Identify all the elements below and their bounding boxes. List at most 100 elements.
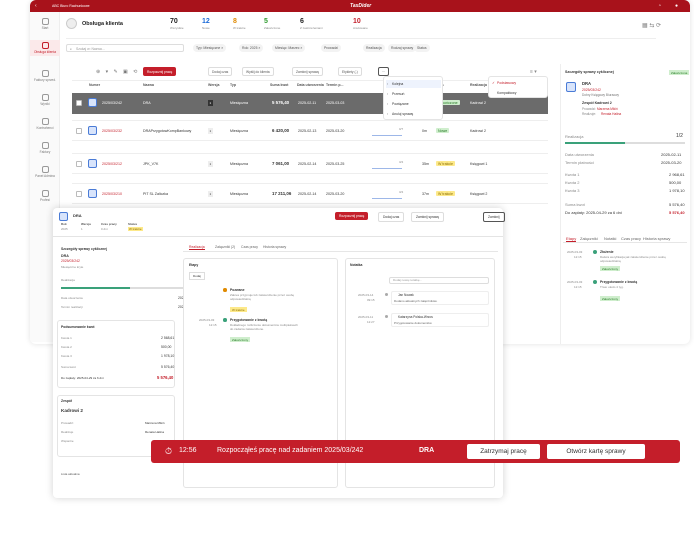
note-text: Przygotowanie dokumentów. — [394, 321, 433, 325]
menu-item-label: Anuluj sprawę — [392, 112, 414, 116]
sidebar-item-7[interactable]: Profesi — [30, 188, 60, 204]
detail-close-button[interactable]: Zamknij — [483, 212, 505, 222]
case-number[interactable]: 2025/03/210 — [102, 192, 122, 196]
panel-tab[interactable]: Historia sprawy — [643, 236, 671, 241]
close-case-button[interactable]: Zamknij sprawę — [292, 67, 324, 76]
table-row[interactable]: 2025/03/232 DRAPrzygotowKompBankowy 1 Miesi… — [72, 120, 548, 141]
send-to-client-button[interactable]: Wyślij do klienta — [242, 67, 274, 76]
column-header[interactable]: Typ — [230, 83, 236, 87]
note-input[interactable] — [389, 277, 489, 284]
stat-0[interactable]: 70 Wszystkie — [170, 18, 184, 30]
filter-chip[interactable]: Typ: Miesięczne × — [193, 44, 227, 52]
detail-add-time-button[interactable]: Dodaj czas — [378, 212, 405, 222]
version-badge: 1 — [208, 128, 213, 134]
more-button[interactable]: ··· — [378, 67, 390, 76]
meta-value: 0 dni — [101, 227, 108, 231]
back-icon[interactable]: ‹ — [35, 3, 37, 9]
sidebar-item-4[interactable]: Kontrahenci — [30, 116, 60, 132]
table-row[interactable]: 2025/03/210 PIT SL Zaliczka 1 Miesięczna 17 … — [72, 183, 548, 204]
column-header[interactable]: Suma kwot — [270, 83, 289, 87]
amount-label: Kwota 3 — [61, 354, 72, 358]
panel-leader: Marzena Mikiń — [597, 107, 618, 111]
column-header[interactable]: Wersja — [208, 83, 220, 87]
case-number[interactable]: 2025/03/242 — [102, 101, 122, 105]
start-work-button[interactable]: Rozpocznij pracę — [143, 67, 177, 76]
timeline-tag: Zakończony — [600, 296, 621, 301]
column-header[interactable]: Data utworzenia — [297, 83, 324, 87]
toolbar-icons[interactable]: ⊕ ▾ ✎ ▣ ⟲ — [96, 69, 140, 75]
sidebar-icon — [41, 166, 49, 173]
stat-3[interactable]: 5 Zakończone — [264, 18, 280, 30]
tags-button[interactable]: Etykiety (-) — [338, 67, 362, 76]
timeline-date: 2025-03-03 — [567, 280, 583, 284]
filter-chip[interactable]: Miesiąc: Marzec × — [272, 44, 306, 52]
bell-icon[interactable]: ◔ — [658, 3, 662, 9]
sidebar-item-1[interactable]: Obsługa klienta — [30, 40, 60, 56]
filter-chip[interactable]: Prowadzi — [321, 44, 341, 52]
timeline-time: 12:15 — [574, 255, 582, 259]
more-menu-item[interactable]: ▫ Anuluj sprawę — [386, 110, 441, 118]
sidebar-item-6[interactable]: Panel Admina — [30, 164, 60, 180]
view-menu-item[interactable]: ✓ Podstawowy — [491, 79, 546, 87]
panel-tab[interactable]: Załączniki — [580, 236, 598, 241]
detail-start-button[interactable]: Rozpocznij pracę — [335, 212, 369, 220]
sidebar-item-3[interactable]: Wyniki — [30, 92, 60, 108]
open-case-card-button[interactable]: Otwórz kartę sprawy — [547, 444, 645, 459]
avatar-icon[interactable]: ● — [675, 3, 679, 9]
panel-tab[interactable]: Notatki — [604, 236, 617, 241]
stop-work-button[interactable]: Zatrzymaj pracę — [467, 444, 540, 459]
row-checkbox[interactable] — [76, 191, 82, 197]
detail-progress-fill — [61, 287, 130, 289]
stat-1[interactable]: 12 Nowe — [202, 18, 210, 30]
more-menu-item[interactable]: ▫ Kolejna — [386, 80, 441, 88]
column-header[interactable]: Termin p... — [326, 83, 344, 87]
amount-title: Podsumowanie kwot — [61, 325, 95, 329]
panel-progress-track — [565, 142, 685, 144]
panel-tab[interactable]: Etapy — [566, 236, 577, 242]
detail-tab[interactable]: Historia sprawy — [263, 245, 287, 249]
menu-item-label: Podstawowy — [497, 81, 517, 85]
column-header[interactable]: Realizacja — [470, 83, 487, 87]
more-menu-item[interactable]: ▫ Powiązane — [386, 100, 441, 108]
detail-close-case-button[interactable]: Zamknij sprawę — [411, 212, 445, 222]
table-row[interactable]: 2025/03/212 JPK_V7K 1 Miesięczna 7 061,00 202… — [72, 153, 548, 174]
add-time-button[interactable]: Dodaj czas — [208, 67, 233, 76]
detail-tab[interactable]: Realizacja — [189, 245, 205, 250]
case-sum: 5 576,40 — [272, 100, 290, 105]
filter-chip[interactable]: Rodzaj sprawy — [388, 44, 417, 52]
stages-add-button[interactable]: Dodaj — [189, 272, 205, 280]
detail-tab[interactable]: Załączniki (2) — [215, 245, 236, 249]
sidebar-item-5[interactable]: Faktury — [30, 140, 60, 156]
sidebar-item-label: Start — [41, 26, 49, 30]
sidebar-item-0[interactable]: Start — [30, 16, 60, 32]
view-menu-item[interactable]: Kompaktowy — [491, 89, 546, 97]
stage-desc: Dokładnego rozliczenie dokumentów multip… — [230, 323, 298, 331]
row-checkbox[interactable] — [76, 161, 82, 167]
column-header[interactable]: Nazwa — [143, 83, 154, 87]
filter-chip[interactable]: Realizacja — [363, 44, 385, 52]
team-label: Realizuje — [61, 430, 74, 434]
detail-tab[interactable]: Czas pracy — [241, 245, 258, 249]
search-input[interactable]: ⌕ Szukaj w: Nazwa... — [66, 44, 184, 52]
case-number[interactable]: 2025/03/212 — [102, 162, 122, 166]
grid-icon[interactable]: ▦ ⇆ ⟳ — [642, 23, 662, 29]
due-date: 2025-03-25 — [326, 162, 345, 166]
sidebar-item-2[interactable]: Faktury sprzed. — [30, 68, 60, 84]
row-checkbox[interactable] — [76, 100, 82, 106]
calendar-icon — [88, 189, 97, 198]
panel-controller-label: Realizuje: — [582, 112, 596, 116]
team-title: Zespół — [61, 399, 72, 403]
detail-footer-link[interactable]: Lista aktualna — [61, 472, 80, 476]
panel-tab[interactable]: Czas pracy — [621, 236, 642, 241]
filter-chip[interactable]: Rok: 2025 × — [239, 44, 264, 52]
table-row[interactable]: 2025/03/242 DRA 1 Miesięczna 5 576,40 2025-02… — [72, 93, 548, 114]
filter-chip[interactable]: Status — [414, 44, 430, 52]
view-icon[interactable]: ≡ ▾ — [530, 69, 537, 75]
column-header[interactable]: Numer — [89, 83, 101, 87]
stat-5[interactable]: 10 Anulowane — [353, 18, 368, 30]
case-number[interactable]: 2025/03/232 — [102, 129, 122, 133]
row-checkbox[interactable] — [76, 128, 82, 134]
more-menu-item[interactable]: ▫ Przesuń — [386, 90, 441, 98]
